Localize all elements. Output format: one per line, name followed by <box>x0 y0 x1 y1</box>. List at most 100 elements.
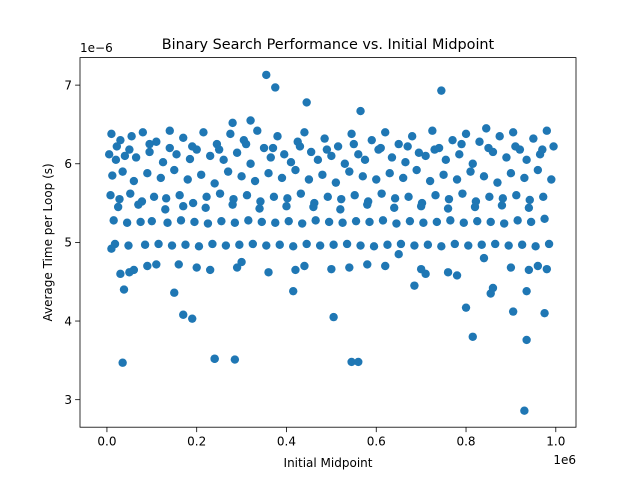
data-point <box>401 157 410 167</box>
data-point <box>291 165 300 175</box>
x-tick-label: 0.6 <box>367 435 386 449</box>
data-point <box>547 175 556 184</box>
data-point <box>170 288 179 297</box>
data-point <box>284 216 293 226</box>
data-point <box>129 176 139 186</box>
data-point <box>533 261 543 271</box>
data-point <box>202 192 211 201</box>
data-point <box>479 172 489 181</box>
data-point <box>345 167 354 176</box>
data-point <box>538 145 547 154</box>
data-point <box>309 202 318 212</box>
data-point <box>479 253 489 263</box>
data-point <box>412 165 421 175</box>
data-point <box>403 142 412 151</box>
data-point <box>232 263 242 272</box>
data-point <box>482 124 491 133</box>
data-point <box>394 139 403 149</box>
data-point <box>529 134 538 143</box>
data-point <box>390 203 399 212</box>
data-point <box>508 307 518 316</box>
data-point <box>113 202 123 212</box>
data-point <box>443 204 453 213</box>
x-axis-offset-text: 1e6 <box>553 453 576 467</box>
data-point <box>419 218 428 227</box>
data-point <box>333 142 343 151</box>
data-point <box>484 143 493 153</box>
data-point <box>179 310 188 319</box>
data-point <box>455 150 464 159</box>
data-point <box>161 194 171 203</box>
data-point <box>118 358 127 367</box>
data-point <box>219 155 228 165</box>
data-point <box>167 241 177 250</box>
data-point <box>522 155 531 165</box>
data-point <box>289 286 298 296</box>
data-point <box>349 139 359 149</box>
data-point <box>183 175 192 184</box>
data-point <box>450 239 460 249</box>
data-point <box>331 178 341 187</box>
data-point <box>296 189 306 198</box>
data-point <box>431 191 440 200</box>
data-point <box>275 240 284 249</box>
data-point <box>108 171 117 180</box>
data-point <box>221 241 231 250</box>
data-point <box>444 194 454 204</box>
data-point <box>147 216 157 226</box>
data-point <box>266 153 275 162</box>
x-tick-label: 1.0 <box>546 435 565 449</box>
data-point <box>152 260 161 269</box>
data-point <box>223 167 233 176</box>
data-point <box>365 217 374 227</box>
data-point <box>115 194 124 204</box>
data-point <box>356 241 365 250</box>
data-point <box>513 216 522 225</box>
data-point <box>363 200 372 209</box>
data-point <box>468 332 477 341</box>
data-point <box>363 260 372 269</box>
data-point <box>210 179 219 188</box>
data-point <box>286 157 296 167</box>
data-point <box>208 239 217 249</box>
data-point <box>250 176 260 186</box>
data-point <box>192 263 201 272</box>
y-tick-label: 4 <box>64 314 72 328</box>
data-point <box>163 218 172 227</box>
data-point <box>323 192 332 201</box>
data-point <box>242 191 252 200</box>
data-point <box>421 151 430 161</box>
data-point <box>520 406 529 415</box>
data-point <box>376 143 385 153</box>
data-point <box>106 191 115 200</box>
data-point <box>246 159 255 168</box>
data-point <box>156 173 165 183</box>
data-point <box>448 135 457 145</box>
data-point <box>237 172 246 181</box>
data-point <box>188 314 197 323</box>
data-point <box>196 170 206 179</box>
data-point <box>295 142 305 151</box>
data-point <box>470 202 480 212</box>
data-point <box>517 240 527 249</box>
data-point <box>416 202 426 211</box>
x-tick-label: 0.8 <box>456 435 475 449</box>
data-point <box>347 357 356 367</box>
data-point <box>143 169 152 178</box>
data-point <box>324 217 334 227</box>
data-point <box>264 169 273 178</box>
data-point <box>457 139 466 149</box>
data-point <box>421 269 430 279</box>
data-point <box>525 195 534 205</box>
data-point <box>259 143 269 153</box>
data-point <box>174 260 183 269</box>
data-point <box>138 128 148 137</box>
data-point <box>410 241 419 250</box>
data-point <box>175 191 184 200</box>
data-point <box>311 216 320 225</box>
data-point <box>488 283 498 293</box>
data-point <box>539 192 548 201</box>
data-point <box>342 239 352 249</box>
